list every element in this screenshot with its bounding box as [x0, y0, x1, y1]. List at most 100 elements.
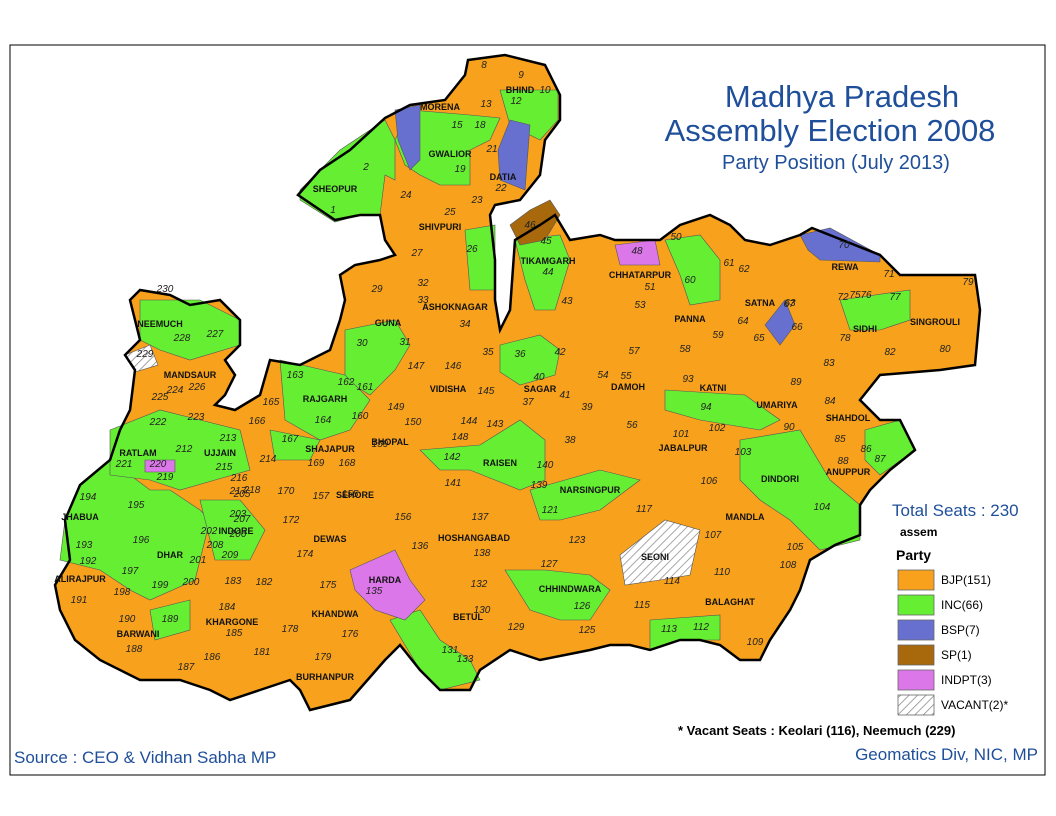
- seat-number: 22: [494, 183, 507, 194]
- party-region: [394, 109, 501, 186]
- district-label: KATNI: [700, 383, 727, 393]
- district-label: DHAR: [157, 550, 183, 560]
- seat-number: 164: [315, 415, 332, 426]
- seat-number: 39: [581, 402, 593, 413]
- seat-number: 103: [735, 447, 752, 458]
- title-line2: Assembly Election 2008: [665, 113, 996, 148]
- district-label: GUNA: [375, 318, 402, 328]
- seat-number: 13: [480, 99, 492, 110]
- seat-number: 170: [278, 486, 295, 497]
- seat-number: 150: [405, 417, 422, 428]
- seat-number: 80: [939, 344, 951, 355]
- seat-number: 216: [230, 473, 248, 484]
- seat-number: 212: [175, 444, 193, 455]
- seat-number: 63: [784, 298, 796, 309]
- seat-number: 56: [626, 420, 638, 431]
- seat-number: 21: [485, 144, 497, 155]
- map-labels: MORENA BHIND GWALIOR DATIA SHEOPUR SHIVPURI TI…: [54, 60, 974, 682]
- district-label: RAJGARH: [303, 394, 348, 404]
- seat-number: 67: [783, 299, 795, 310]
- district-label: MANDSAUR: [164, 370, 217, 380]
- seat-number: 10: [539, 85, 551, 96]
- legend-label: VACANT(2)*: [941, 698, 1008, 712]
- party-region: [499, 334, 561, 386]
- seat-number: 85: [834, 434, 846, 445]
- seat-number: 18: [474, 120, 486, 131]
- seat-number: 193: [76, 540, 93, 551]
- seat-number: 224: [166, 385, 184, 396]
- seat-number: 147: [408, 361, 425, 372]
- seat-number: 129: [508, 622, 525, 633]
- seat-number: 179: [315, 652, 332, 663]
- seat-number: 25: [443, 207, 456, 218]
- seat-number: 203: [229, 509, 247, 520]
- seat-number: 123: [569, 535, 586, 546]
- title-line1: Madhya Pradesh: [725, 79, 959, 114]
- seat-number: 9: [518, 70, 524, 81]
- seat-number: 46: [524, 220, 536, 231]
- seat-number: 219: [156, 472, 174, 483]
- party-region: [464, 224, 496, 291]
- seat-number: 159: [372, 439, 389, 450]
- district-label: CHHINDWARA: [539, 584, 602, 594]
- seat-number: 109: [747, 637, 764, 648]
- seat-number: 66: [791, 322, 803, 333]
- seat-number: 75: [849, 290, 861, 301]
- seat-number: 87: [874, 454, 886, 465]
- seat-number: 60: [684, 275, 696, 286]
- district-label: BURHANPUR: [296, 672, 354, 682]
- seat-number: 227: [206, 329, 224, 340]
- seat-number: 82: [884, 347, 896, 358]
- party-region: [799, 227, 881, 263]
- district-label: DAMOH: [611, 382, 645, 392]
- state-border: [53, 53, 982, 712]
- seat-number: 214: [259, 454, 277, 465]
- seat-number: 221: [115, 459, 133, 470]
- subtitle: Party Position (July 2013): [722, 152, 950, 174]
- seat-number: 135: [366, 586, 383, 597]
- seat-number: 229: [136, 349, 154, 360]
- seat-number: 71: [883, 269, 894, 280]
- seat-number: 37: [522, 397, 534, 408]
- seat-number: 196: [133, 535, 150, 546]
- seat-number: 213: [219, 433, 237, 444]
- district-label: MORENA: [420, 102, 460, 112]
- seat-number: 121: [542, 505, 559, 516]
- seat-number: 105: [787, 542, 804, 553]
- seat-number: 90: [783, 422, 795, 433]
- seat-number: 188: [126, 644, 143, 655]
- seat-number: 201: [189, 555, 207, 566]
- district-label: JABALPUR: [658, 443, 708, 453]
- seat-number: 45: [540, 236, 552, 247]
- seat-number: 199: [152, 580, 169, 591]
- seat-number: 197: [122, 566, 139, 577]
- party-region: [394, 104, 421, 171]
- legend-swatch: [897, 644, 935, 666]
- seat-number: 2: [362, 162, 369, 173]
- seat-number: 187: [178, 662, 195, 673]
- legend: BJP(151) INC(66) BSP(7) SP(1) INDPT(3) VACANT…: [897, 569, 1008, 716]
- seat-number: 48: [631, 246, 643, 257]
- seat-number: 44: [542, 267, 554, 278]
- seat-number: 191: [71, 595, 88, 606]
- seat-number: 110: [714, 567, 730, 578]
- seat-number: 162: [338, 377, 355, 388]
- seat-number: 223: [187, 412, 205, 423]
- seat-number: 165: [263, 397, 280, 408]
- seat-number: 230: [156, 284, 174, 295]
- district-label: KHARGONE: [206, 617, 259, 627]
- legend-layer: assem: [900, 525, 937, 539]
- seat-number: 64: [737, 316, 749, 327]
- seat-number: 24: [399, 190, 412, 201]
- seat-number: 205: [233, 489, 251, 500]
- seat-number: 57: [628, 346, 640, 357]
- seat-number: 12: [510, 96, 522, 107]
- party-region: [269, 429, 321, 461]
- party-region: [279, 359, 371, 441]
- party-region: [504, 569, 611, 621]
- district-label: BALAGHAT: [705, 597, 755, 607]
- seat-number: 53: [634, 300, 646, 311]
- seat-number: 140: [537, 460, 554, 471]
- seat-number: 112: [693, 622, 709, 633]
